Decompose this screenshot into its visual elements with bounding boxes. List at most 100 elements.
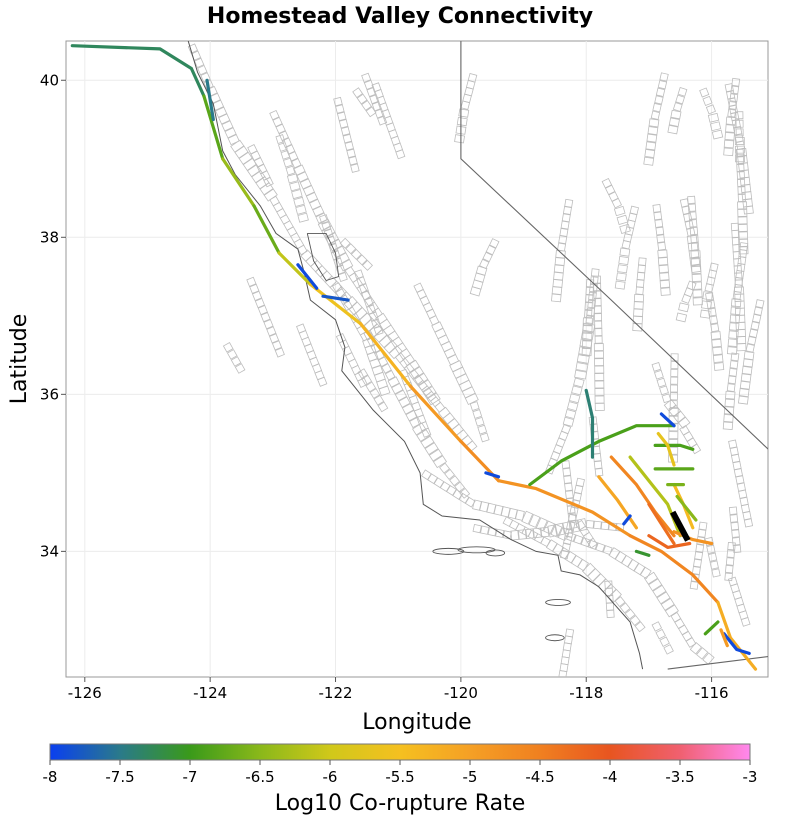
fault-section: [750, 321, 760, 331]
fault-section: [742, 358, 754, 368]
fault-section: [743, 205, 754, 215]
colorbar-tick-label: -4: [603, 768, 618, 786]
fault-section: [361, 290, 372, 301]
fault-section: [681, 205, 691, 215]
fault-section: [734, 137, 745, 146]
fault-section: [472, 523, 482, 534]
fault-section: [187, 43, 199, 54]
fault-section: [694, 551, 704, 561]
fault-section: [707, 552, 718, 562]
fault-section: [275, 123, 286, 134]
colorbar-tick-label: -5: [463, 768, 478, 786]
fault-section: [730, 306, 741, 316]
fault-section: [670, 361, 679, 370]
fault-section: [691, 273, 702, 282]
fault-section: [692, 289, 703, 298]
fault-section: [358, 283, 369, 294]
fault-section: [726, 383, 736, 392]
colorbar-ticks: -8 -7.5 -7 -6.5 -6 -5.5 -5 -4.5 -4 -3.5 -3: [43, 760, 757, 786]
rupture-elsinore-s: [722, 632, 751, 655]
fault-section: [444, 468, 456, 480]
fault-section: [690, 234, 699, 244]
rupture-san-andreas-north: [221, 157, 256, 208]
fault-section: [730, 521, 740, 531]
fault-section: [699, 87, 710, 98]
rupture-johnson-valley: [647, 502, 676, 546]
fault-section: [652, 102, 662, 113]
fault-section: [656, 234, 666, 244]
fault-section: [227, 134, 240, 146]
fault-section: [654, 369, 664, 380]
fault-section: [281, 137, 293, 148]
fault-section: [621, 240, 631, 250]
fault-section: [602, 545, 613, 556]
fault-section: [660, 287, 671, 296]
fault-section: [363, 79, 374, 90]
fault-section: [728, 367, 738, 377]
rupture-san-andreas-north: [202, 94, 225, 161]
fault-section: [729, 360, 739, 369]
fault-section: [594, 365, 605, 374]
fault-section: [573, 377, 585, 388]
fault-section: [489, 238, 500, 249]
fault-section: [573, 534, 584, 545]
fault-section: [421, 427, 432, 438]
fault-section: [323, 228, 334, 239]
fault-section: [365, 381, 377, 393]
fault-section: [650, 110, 661, 120]
fault-section: [561, 424, 572, 435]
fault-section: [702, 291, 714, 301]
fault-section: [611, 197, 622, 209]
rupture-san-andreas-north: [252, 204, 281, 255]
fault-section: [561, 460, 571, 469]
fault-section: [594, 328, 603, 337]
fault-section: [601, 177, 613, 189]
fault-section: [297, 212, 309, 223]
rupture-north-frontal: [647, 534, 692, 549]
fault-section: [230, 356, 242, 367]
fault-section: [263, 176, 274, 188]
fault-section: [633, 562, 646, 576]
fault-section: [439, 462, 451, 474]
fault-section: [356, 276, 367, 287]
fault-section: [668, 407, 679, 416]
fault-section: [221, 120, 234, 132]
fault-section: [689, 580, 699, 590]
fault-section: [535, 517, 548, 532]
fault-section: [670, 368, 679, 377]
island-outline: [432, 547, 465, 555]
fault-section: [737, 193, 746, 203]
fault-section: [740, 616, 751, 627]
fault-section: [725, 390, 736, 400]
fault-section: [346, 148, 356, 159]
fault-section: [617, 264, 628, 274]
fault-section: [668, 117, 680, 127]
fault-section: [677, 86, 688, 97]
fault-section: [613, 205, 626, 217]
fault-section: [643, 156, 655, 166]
fault-section: [690, 258, 702, 267]
fault-section: [558, 678, 566, 686]
fault-section: [409, 416, 422, 429]
island-outline: [545, 598, 571, 606]
fault-section: [657, 249, 668, 259]
fault-section: [373, 325, 384, 336]
fault-section: [624, 608, 636, 620]
ca-nv-border: [460, 41, 768, 450]
fault-section: [727, 541, 736, 551]
fault-section: [348, 156, 358, 166]
rupture-cady: [656, 432, 676, 467]
fault-section: [317, 376, 328, 387]
rupture-maacama: [205, 78, 215, 122]
fault-section: [736, 171, 745, 180]
rupture-kern: [584, 388, 595, 459]
fault-section: [690, 573, 700, 583]
fault-section: [454, 481, 466, 493]
x-tick-label: -126: [68, 684, 102, 702]
fault-section: [464, 392, 479, 406]
fault-section: [585, 519, 595, 529]
fault-section: [731, 529, 740, 538]
fault-section: [644, 148, 656, 159]
fault-section: [414, 372, 429, 386]
fault-section: [562, 467, 572, 477]
